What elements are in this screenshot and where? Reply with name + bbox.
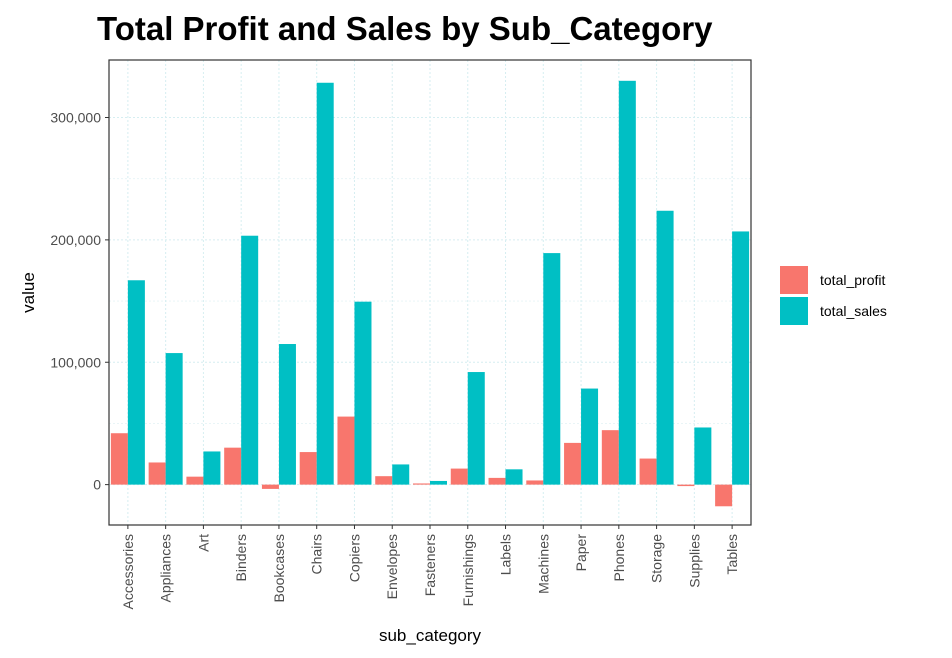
bar-total_profit-appliances <box>148 462 166 485</box>
bar-total_profit-machines <box>526 480 544 485</box>
y-axis: 0 100,000 200,000 300,000 <box>50 110 109 493</box>
x-tick-label: Storage <box>649 534 665 583</box>
x-tick-label: Binders <box>233 534 249 581</box>
bar-total_sales-copiers <box>354 301 372 485</box>
bar-total_profit-binders <box>224 447 242 485</box>
bar-total_sales-labels <box>505 469 523 485</box>
bar-total_sales-appliances <box>165 353 183 485</box>
y-tick-label: 0 <box>93 477 101 493</box>
x-tick-label: Paper <box>573 534 589 572</box>
bar-total_sales-envelopes <box>392 464 410 485</box>
bar-total_sales-accessories <box>127 280 145 485</box>
x-tick-label: Envelopes <box>384 534 400 599</box>
legend-key-total_profit <box>780 266 808 294</box>
bar-total_profit-envelopes <box>375 476 393 485</box>
x-tick-label: Labels <box>498 534 514 575</box>
legend-label-total_sales: total_sales <box>820 303 887 319</box>
y-tick-label: 200,000 <box>50 232 101 248</box>
legend-label-total_profit: total_profit <box>820 272 885 288</box>
x-tick-label: Phones <box>611 534 627 581</box>
y-tick-label: 300,000 <box>50 110 101 126</box>
x-tick-label: Machines <box>535 534 551 594</box>
bar-total_sales-storage <box>656 210 674 485</box>
bar-total_profit-furnishings <box>450 468 468 485</box>
x-tick-label: Chairs <box>309 534 325 574</box>
bar-total_sales-phones <box>618 80 636 485</box>
bars <box>110 80 750 507</box>
bar-total_sales-machines <box>543 253 561 485</box>
x-tick-label: Tables <box>724 534 740 574</box>
bar-total_profit-storage <box>639 458 657 485</box>
bar-total_profit-phones <box>601 430 619 485</box>
bar-total_sales-fasteners <box>430 480 447 485</box>
bar-total_sales-furnishings <box>467 372 485 485</box>
bar-total_sales-paper <box>581 388 599 485</box>
y-axis-title: value <box>19 272 38 313</box>
bar-total_sales-chairs <box>316 82 334 485</box>
x-tick-label: Fasteners <box>422 534 438 596</box>
bar-total_sales-supplies <box>694 427 712 485</box>
bar-total_profit-bookcases <box>261 484 279 489</box>
x-tick-label: Accessories <box>120 534 136 609</box>
x-tick-label: Appliances <box>158 534 174 603</box>
bar-total_profit-paper <box>564 442 582 485</box>
bar-total_profit-fasteners <box>413 483 430 485</box>
bar-total_profit-art <box>186 476 204 485</box>
bar-total_profit-chairs <box>299 452 317 485</box>
bar-total_profit-copiers <box>337 416 355 485</box>
bar-total_profit-accessories <box>110 433 128 485</box>
x-tick-label: Art <box>195 534 211 552</box>
y-tick-label: 100,000 <box>50 354 101 370</box>
legend: total_profit total_sales <box>780 266 887 325</box>
chart-title: Total Profit and Sales by Sub_Category <box>97 10 713 47</box>
x-axis: Accessories Appliances Art Binders Bookcases… <box>120 525 740 609</box>
bar-total_profit-supplies <box>677 484 695 487</box>
x-tick-label: Furnishings <box>460 534 476 606</box>
bar-total_sales-binders <box>241 235 259 485</box>
x-tick-label: Bookcases <box>271 534 287 602</box>
x-tick-label: Supplies <box>686 534 702 588</box>
x-axis-title: sub_category <box>379 626 482 645</box>
bar-total_profit-labels <box>488 477 506 485</box>
bar-total_sales-bookcases <box>278 344 296 485</box>
bar-total_sales-art <box>203 451 221 485</box>
x-tick-label: Copiers <box>346 534 362 582</box>
bar-total_sales-tables <box>732 231 750 485</box>
legend-key-total_sales <box>780 297 808 325</box>
bar-total_profit-tables <box>715 484 733 507</box>
